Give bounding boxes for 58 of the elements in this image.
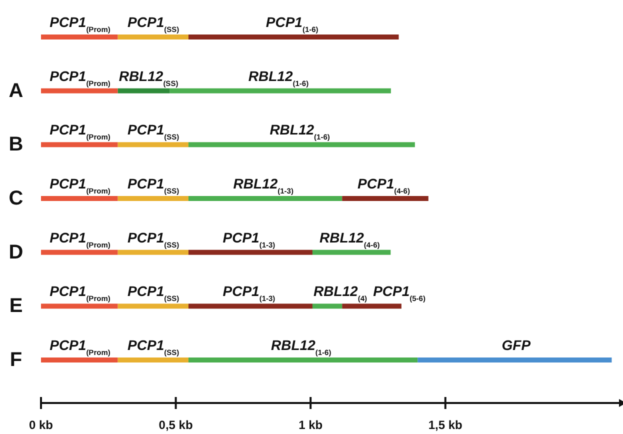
bar [342,304,402,309]
data-label: RBL12$_{(1-6)}$ [271,337,332,356]
bar [170,88,391,94]
data-label: RBL12$_{(1-6)}$ [248,68,310,88]
data-label: PCP1$_{(Prom)}$ [50,14,111,34]
bar [41,250,118,255]
bar [118,142,188,148]
bar [41,88,118,94]
y-tick-label: F [10,349,22,371]
data-label: PCP1$_{(4-6)}$ [358,176,410,195]
bar [118,196,188,201]
data-label: RBL12$_{(4)}$ [313,283,368,303]
data-label: PCP1$_{(SS)}$ [128,337,180,356]
bar [41,196,118,201]
data-label: RBL12$_{(4-6)}$ [320,229,380,249]
data-label: RBL12$_{(SS)}$ [118,68,179,88]
data-label: PCP1$_{(Prom)}$ [50,229,111,249]
bar [41,142,118,148]
data-label: PCP1$_{(SS)}$ [128,229,180,249]
data-label: PCP1$_{(SS)}$ [128,122,180,142]
data-label: GFP [502,337,532,353]
y-tick-label: C [8,188,24,210]
x-tick-label: 0 kb [28,418,54,432]
x-tick-label: 1 kb [298,418,323,432]
x-tick-label: 1,5 kb [428,418,462,432]
bar [118,88,170,94]
data-label: RBL12$_{(1-3)}$ [233,176,294,195]
data-label: PCP1$_{(Prom)}$ [50,283,111,303]
data-label: PCP1$_{(5-6)}$ [373,283,426,303]
bar [188,196,342,201]
bar [41,304,118,309]
bar [118,34,188,40]
bar [118,304,188,309]
data-label: PCP1$_{(1-3)}$ [222,229,276,249]
y-tick-label: A [8,80,24,102]
y-tick-label: E [9,295,23,318]
data-label: PCP1$_{(Prom)}$ [50,122,111,142]
bar [118,358,188,362]
bar [41,358,118,362]
bar [118,250,188,255]
y-tick-label: D [8,241,24,264]
x-tick-label: 0,5 kb [158,418,193,432]
bar [418,358,612,362]
bar [312,304,342,309]
data-label: RBL12$_{(1-6)}$ [270,122,330,142]
data-label: PCP1$_{(Prom)}$ [50,68,111,88]
data-label: PCP1$_{(1-6)}$ [266,14,319,34]
bar [188,358,418,362]
data-label: PCP1$_{(1-3)}$ [222,283,276,303]
data-label: PCP1$_{(SS)}$ [128,14,180,34]
bar [41,34,118,40]
y-tick-label: B [8,134,24,156]
bar [312,250,391,255]
bar [188,142,415,148]
data-label: PCP1$_{(Prom)}$ [50,176,111,195]
data-label: PCP1$_{(SS)}$ [128,176,180,195]
data-label: PCP1$_{(SS)}$ [128,283,180,303]
data-label: PCP1$_{(Prom)}$ [50,337,111,356]
